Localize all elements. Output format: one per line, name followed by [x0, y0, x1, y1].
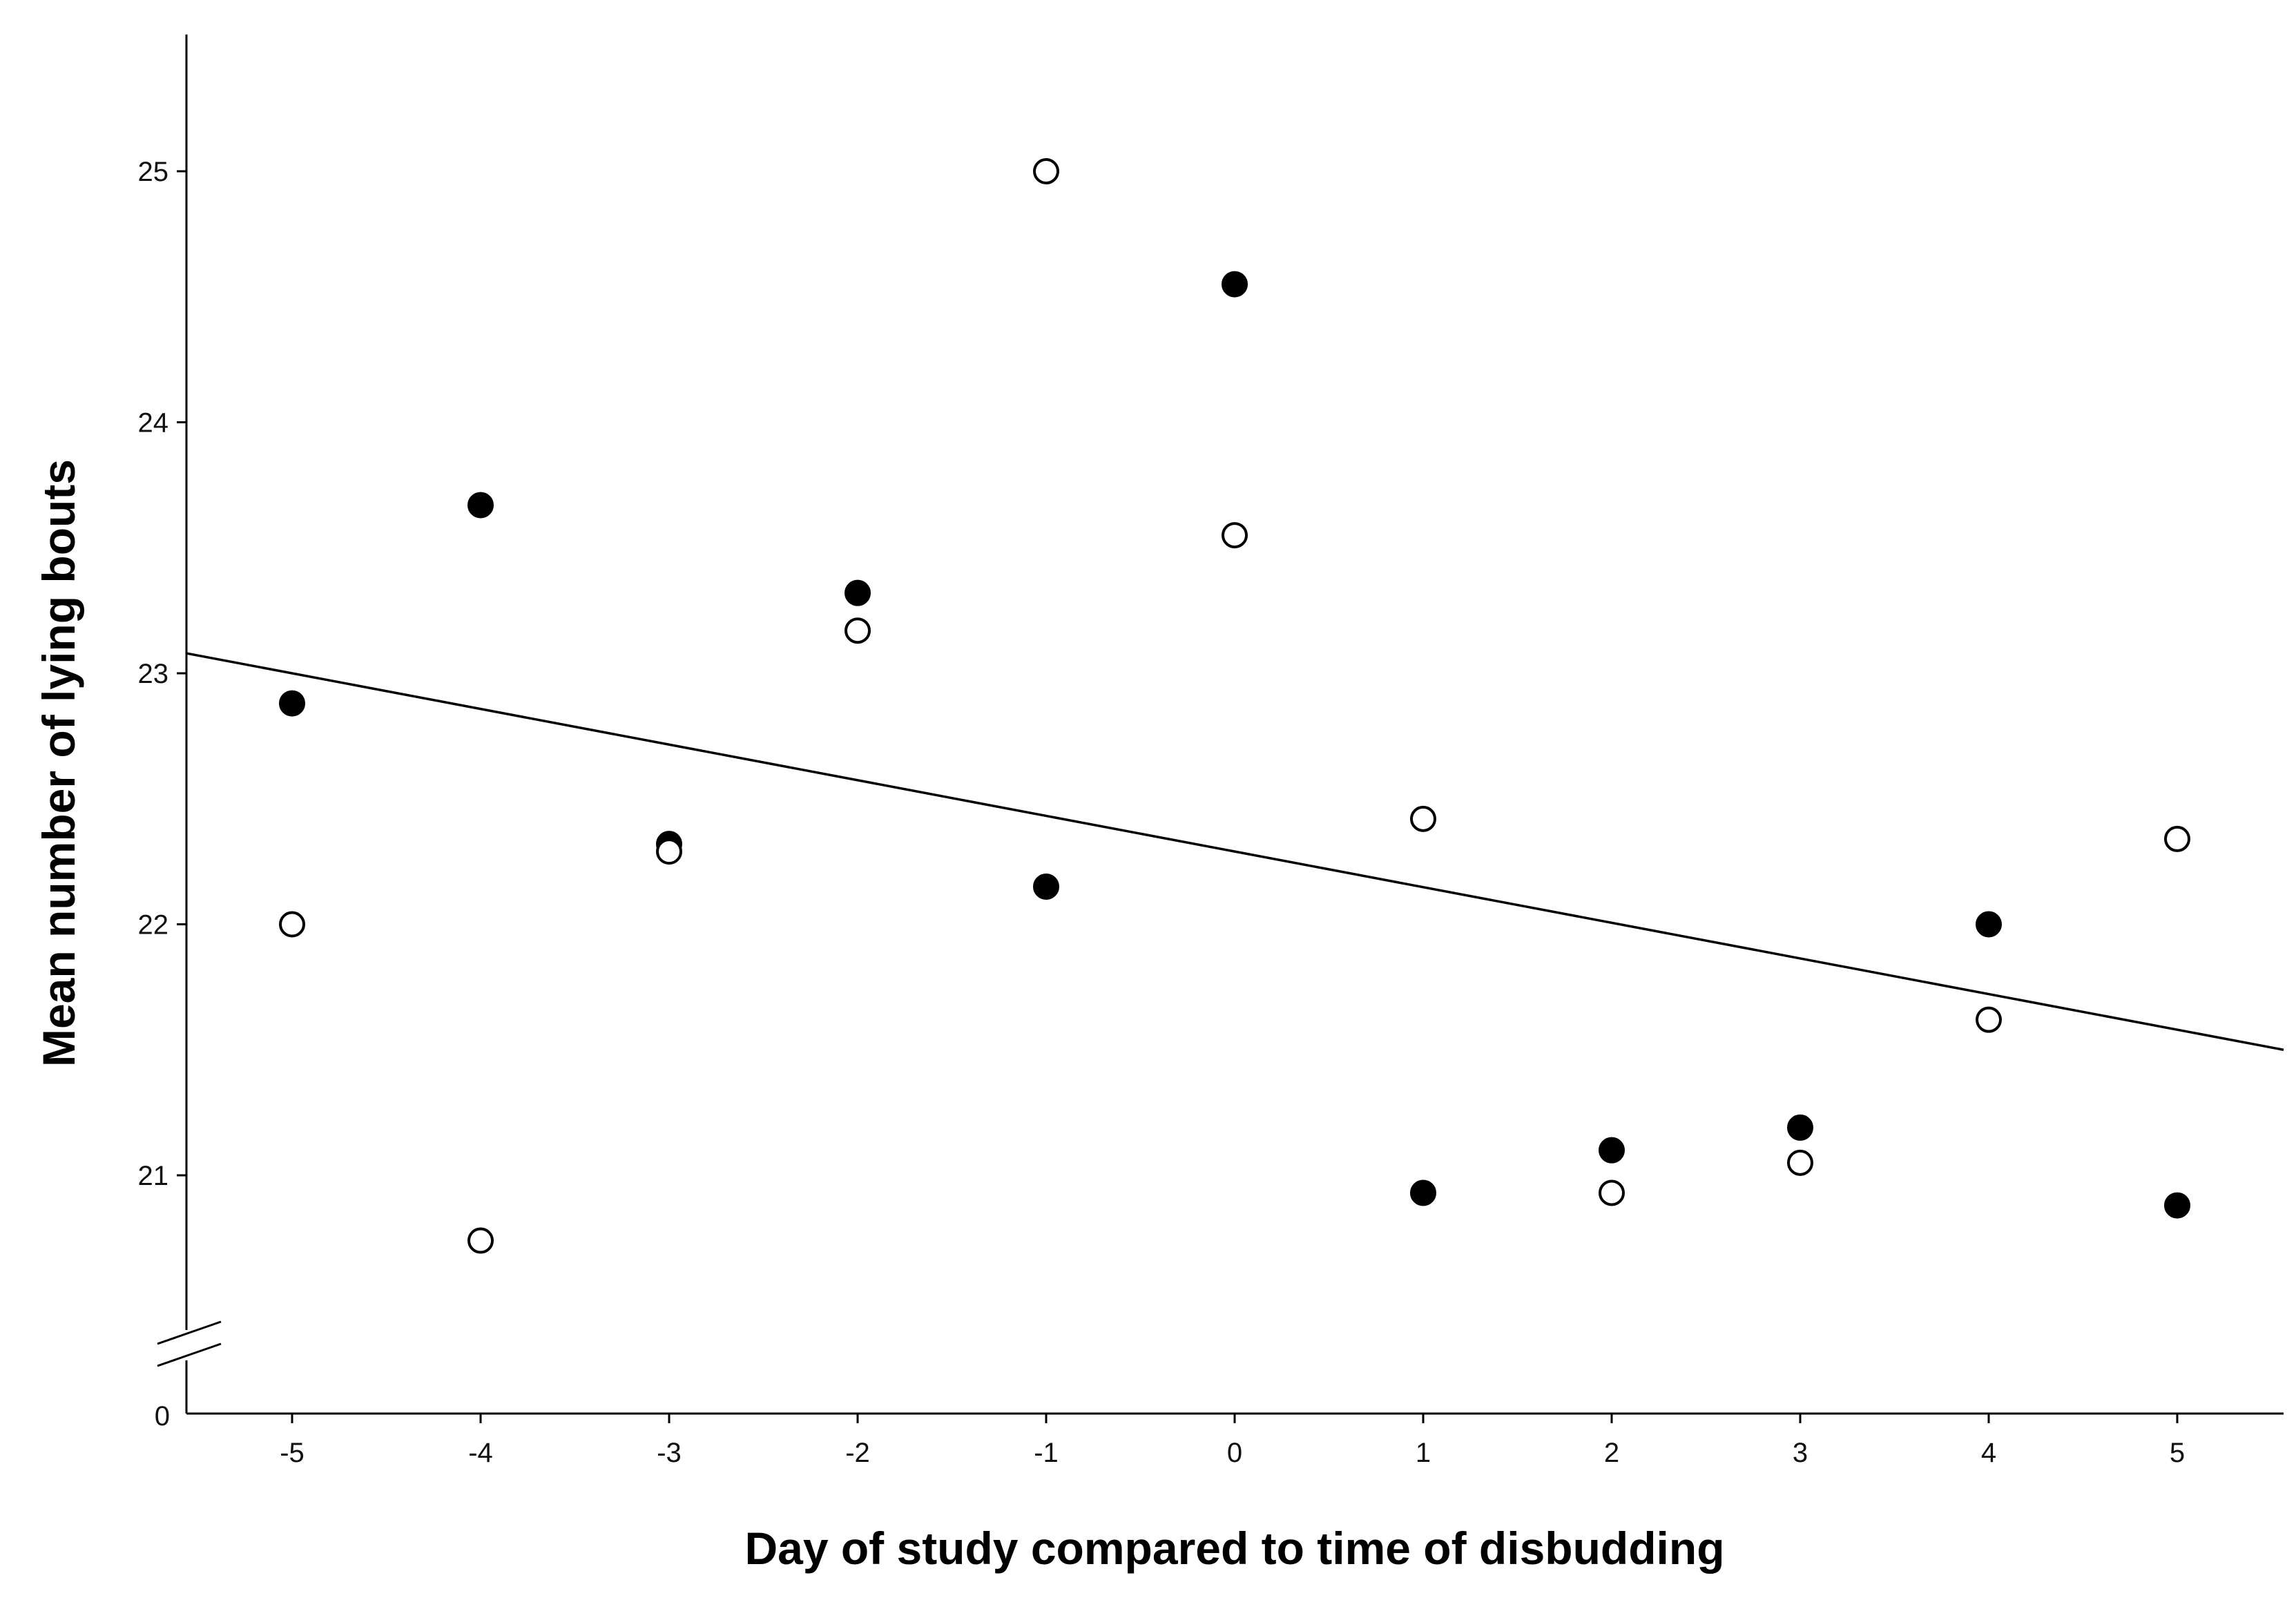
x-tick-label: -3: [657, 1438, 682, 1468]
data-point-filled: [2164, 1192, 2190, 1219]
y-tick-label: 25: [138, 157, 169, 187]
y-origin-label: 0: [155, 1401, 170, 1432]
x-tick-label: 1: [1416, 1438, 1431, 1468]
y-axis-title: Mean number of lying bouts: [33, 459, 84, 1067]
y-axis-ticks: 21 22 23 24 25: [138, 157, 186, 1191]
data-point-open: [1976, 1006, 2002, 1033]
data-point-filled: [467, 492, 494, 519]
data-point-filled: [1033, 873, 1059, 900]
x-tick-label: -5: [280, 1438, 305, 1468]
y-tick-label: 24: [138, 408, 169, 438]
data-point-filled: [1976, 911, 2002, 938]
data-point-filled: [1787, 1114, 1813, 1141]
x-tick-label: 0: [1227, 1438, 1242, 1468]
y-tick-label: 22: [138, 910, 169, 941]
data-point-open: [1033, 158, 1059, 184]
data-point-filled: [279, 690, 305, 717]
y-tick-label: 23: [138, 659, 169, 689]
x-tick-label: -4: [468, 1438, 493, 1468]
data-points: [279, 158, 2190, 1254]
x-tick-label: -1: [1034, 1438, 1059, 1468]
axis-break-slash: [157, 1320, 222, 1345]
data-point-open: [279, 911, 305, 938]
data-point-open: [1787, 1149, 1813, 1176]
y-tick-label: 21: [138, 1161, 169, 1191]
data-point-open: [656, 838, 682, 865]
regression-line: [186, 652, 2284, 1052]
data-point-open: [845, 617, 871, 644]
x-tick-label: 5: [2170, 1438, 2185, 1468]
data-point-filled: [1410, 1179, 1436, 1206]
x-tick-label: 4: [1981, 1438, 1996, 1468]
y-axis-break-marker: [157, 1320, 222, 1367]
data-point-filled: [845, 579, 871, 606]
axis-break-slash: [157, 1342, 222, 1367]
x-axis-ticks: -5 -4 -3 -2 -1 0 1 2 3 4 5: [280, 1414, 2185, 1468]
data-point-filled: [1222, 271, 1248, 298]
x-tick-label: 3: [1793, 1438, 1808, 1468]
data-point-filled: [1599, 1137, 1625, 1164]
data-point-open: [2164, 825, 2190, 852]
x-tick-label: -2: [845, 1438, 870, 1468]
x-tick-label: 2: [1604, 1438, 1619, 1468]
data-point-open: [1599, 1179, 1625, 1206]
data-point-open: [467, 1227, 494, 1254]
data-point-open: [1222, 522, 1248, 549]
x-axis-title: Day of study compared to time of disbudd…: [744, 1523, 1724, 1574]
data-point-open: [1410, 805, 1436, 832]
